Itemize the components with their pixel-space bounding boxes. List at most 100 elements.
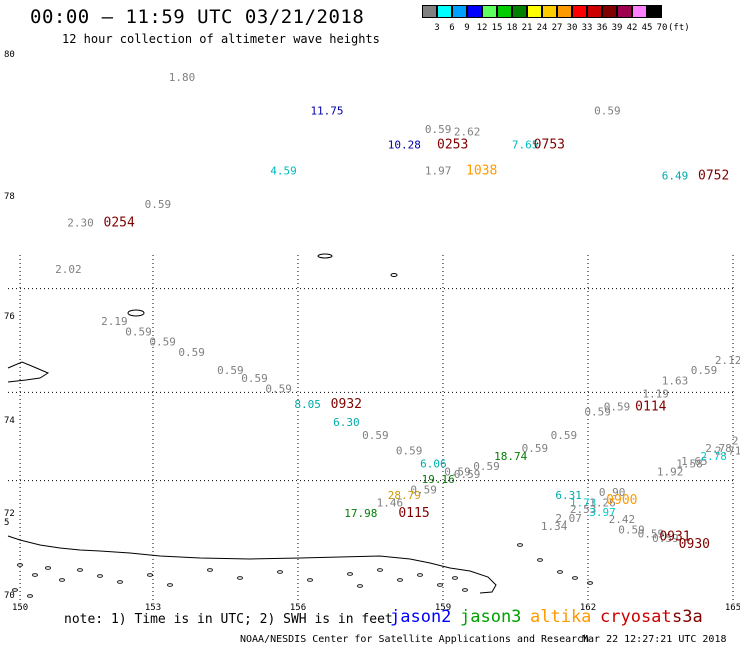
wave-height-value: 3.97 [589,506,616,519]
wave-height-value: 0.59 [444,465,471,478]
wave-height-value: 0.59 [618,524,645,537]
wave-height-value: 1.26 [589,497,616,510]
colorbar-label: 24 [536,23,548,33]
colorbar-label: 39 [611,23,623,33]
tundra-lake [17,563,23,567]
wave-height-value: 1.92 [657,465,684,478]
wave-height-value: 17.98 [344,507,377,520]
colorbar-swatch [482,5,497,18]
wave-height-value: 2.02 [55,263,82,276]
footer-credit: NOAA/NESDIS Center for Satellite Applica… [240,634,590,645]
small-island [127,309,145,317]
y-tick-label: 80 [4,50,15,60]
colorbar-label: 36 [596,23,608,33]
x-tick-label: 162 [580,603,596,613]
wave-height-value: 0.59 [241,372,268,385]
pass-time-label: 0932 [331,397,362,412]
wave-height-value: 0.59 [410,484,437,497]
tundra-lake [417,573,423,577]
wave-height-value: 0.59 [604,401,631,414]
wave-height-value: 2.19 [101,315,128,328]
colorbar-label: 45 [641,23,653,33]
wave-height-value: 0.59 [362,429,389,442]
tundra-lake [27,594,33,598]
wave-height-value: 11.75 [310,105,343,118]
tundra-lake [77,568,83,572]
x-tick-label: 156 [290,603,306,613]
wave-height-value: 1.73 [570,497,597,510]
wave-height-value: 0.59 [149,336,176,349]
wave-height-value: 2.78 [700,450,727,463]
wave-height-value: 1.58 [676,458,703,471]
pass-time-label: 0753 [534,137,565,152]
tundra-lake [452,576,458,580]
wave-height-value: 28.79 [388,489,421,502]
colorbar-label: 30 [566,23,578,33]
colorbar-swatch [497,5,512,18]
wave-height-value: 2.12 [715,354,740,367]
wave-height-value: 1.63 [662,375,689,388]
wave-height-value: 0.59 [522,442,549,455]
small-island [317,253,333,259]
tundra-lake [377,568,383,572]
wave-height-value: 0.90 [599,486,626,499]
tundra-lake [117,580,123,584]
tundra-lake [167,583,173,587]
colorbar-label: 21 [521,23,533,33]
tundra-lake [572,576,578,580]
wave-height-value: 2.42 [609,513,636,526]
colorbar-label: 70 [656,23,668,33]
wave-height-value: 2.30 [67,216,94,229]
pass-time-label: 0115 [398,506,429,521]
wave-height-value: 0.59 [691,364,718,377]
colorbar-swatch [527,5,542,18]
tundra-lake [97,574,103,578]
y-tick-label: 76 [4,312,15,322]
wave-height-value: 1.19 [642,388,669,401]
map-title: 00:00 – 11:59 UTC 03/21/2018 [30,6,365,28]
tundra-lake [237,576,243,580]
wave-height-value: 0.59 [638,528,665,541]
map-subtitle: 12 hour collection of altimeter wave hei… [62,32,380,46]
wave-height-value: 2.62 [454,125,481,138]
colorbar-label: 18 [506,23,518,33]
pass-time-label: 0900 [606,493,637,508]
tundra-lake [587,581,593,585]
small-island [390,273,398,277]
tundra-lake [59,578,65,582]
tundra-lake [147,573,153,577]
tundra-lake [307,578,313,582]
colorbar-label: 3 [434,23,440,33]
wave-height-value: 0.59 [265,382,292,395]
y-tick-label: 78 [4,192,15,202]
pass-time-label: 0752 [698,169,729,184]
colorbar-swatch [557,5,572,18]
wave-height-value: 2.34 [732,434,740,447]
wave-height-value: 0.59 [125,325,152,338]
wave-height-value: 2.71 [715,445,740,458]
wave-height-value: 6.49 [662,170,689,183]
wave-height-value: 1.65 [681,455,708,468]
tundra-lake [517,543,523,547]
wave-height-value: 4.59 [270,164,297,177]
wave-height-value: 10.28 [388,138,421,151]
wave-height-value: 0.59 [594,105,621,118]
wave-height-value: 6.06 [420,458,447,471]
pass-time-label: 0253 [437,137,468,152]
colorbar-swatch [617,5,632,18]
colorbar-swatch [437,5,452,18]
tundra-lake [537,558,543,562]
colorbar-swatch [602,5,617,18]
satellite-legend-altika: altika [530,607,592,627]
wave-height-value: 6.30 [333,416,360,429]
tundra-lake [462,588,468,592]
satellite-legend-cryosat: cryosat [600,607,672,627]
tundra-lake [347,572,353,576]
wave-height-value: 0.59 [454,468,481,481]
wave-height-value: 0.59 [425,123,452,136]
y-tick-label: 74 [4,416,15,426]
x-tick-label: 150 [12,603,28,613]
tundra-lake [437,583,443,587]
